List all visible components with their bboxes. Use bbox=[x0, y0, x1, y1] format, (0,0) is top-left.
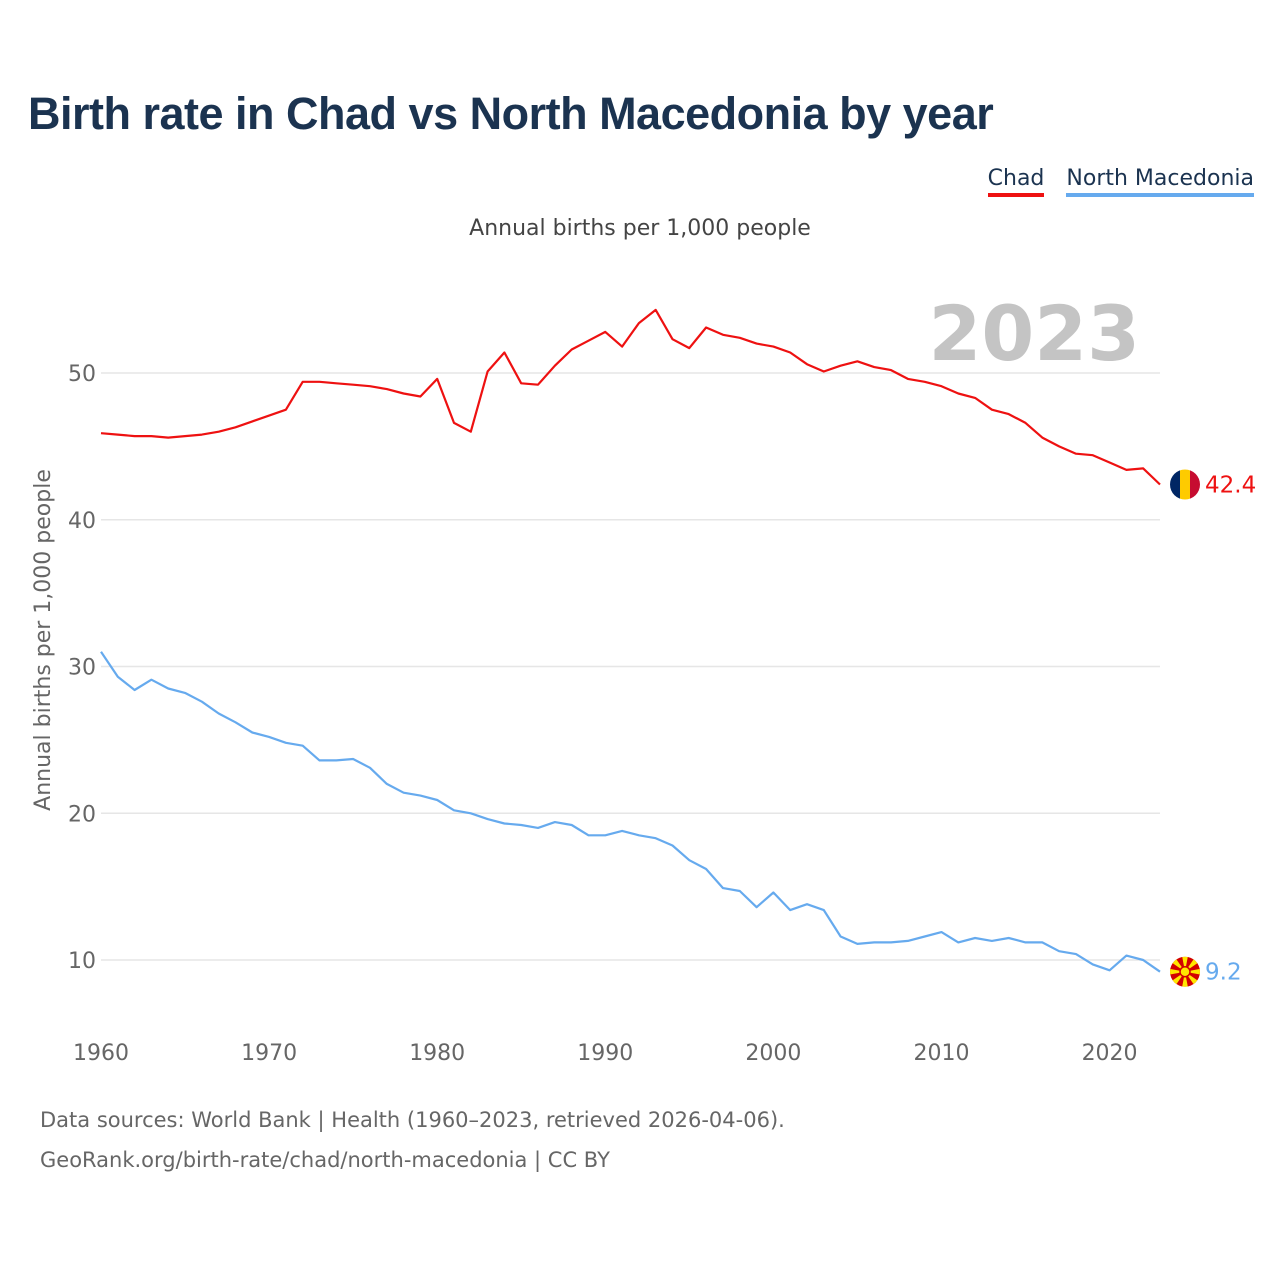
series-lines bbox=[100, 308, 1161, 973]
footer-sources: Data sources: World Bank | Health (1960–… bbox=[40, 1108, 785, 1132]
y-axis-ticks: 10 20 30 40 50 bbox=[68, 362, 96, 974]
x-axis-ticks: 1960 1970 1980 1990 2000 2010 2020 bbox=[73, 1041, 1138, 1066]
grid-lines bbox=[101, 372, 1160, 961]
x-tick-label-1960: 1960 bbox=[73, 1041, 129, 1066]
y-tick-label-10: 10 bbox=[68, 949, 96, 974]
page-title: Birth rate in Chad vs North Macedonia by… bbox=[28, 88, 994, 139]
x-tick-label-1990: 1990 bbox=[577, 1041, 633, 1066]
chad-flag-icon bbox=[1170, 469, 1200, 500]
chart-subtitle: Annual births per 1,000 people bbox=[469, 216, 811, 241]
legend-item-chad[interactable]: Chad bbox=[987, 166, 1045, 197]
legend-item-north-macedonia[interactable]: North Macedonia bbox=[1066, 166, 1254, 197]
north-macedonia-line[interactable] bbox=[100, 651, 1161, 973]
y-axis-label: Annual births per 1,000 people bbox=[31, 469, 56, 811]
legend: Chad North Macedonia bbox=[987, 166, 1254, 197]
footer-attribution[interactable]: GeoRank.org/birth-rate/chad/north-macedo… bbox=[40, 1148, 610, 1172]
north-macedonia-end-value-label: 9.2 bbox=[1205, 960, 1242, 986]
y-tick-label-30: 30 bbox=[68, 656, 96, 681]
y-tick-label-40: 40 bbox=[68, 509, 96, 534]
x-tick-label-2000: 2000 bbox=[745, 1041, 801, 1066]
north-macedonia-flag-icon bbox=[1170, 956, 1200, 987]
y-tick-label-50: 50 bbox=[68, 362, 96, 387]
y-tick-label-20: 20 bbox=[68, 802, 96, 827]
chad-end-value-label: 42.4 bbox=[1205, 473, 1256, 499]
x-tick-label-1980: 1980 bbox=[409, 1041, 465, 1066]
chad-line[interactable] bbox=[100, 308, 1161, 486]
x-tick-label-1970: 1970 bbox=[241, 1041, 297, 1066]
x-tick-label-2010: 2010 bbox=[913, 1041, 969, 1066]
x-tick-label-2020: 2020 bbox=[1082, 1041, 1138, 1066]
year-watermark: 2023 bbox=[928, 289, 1140, 378]
